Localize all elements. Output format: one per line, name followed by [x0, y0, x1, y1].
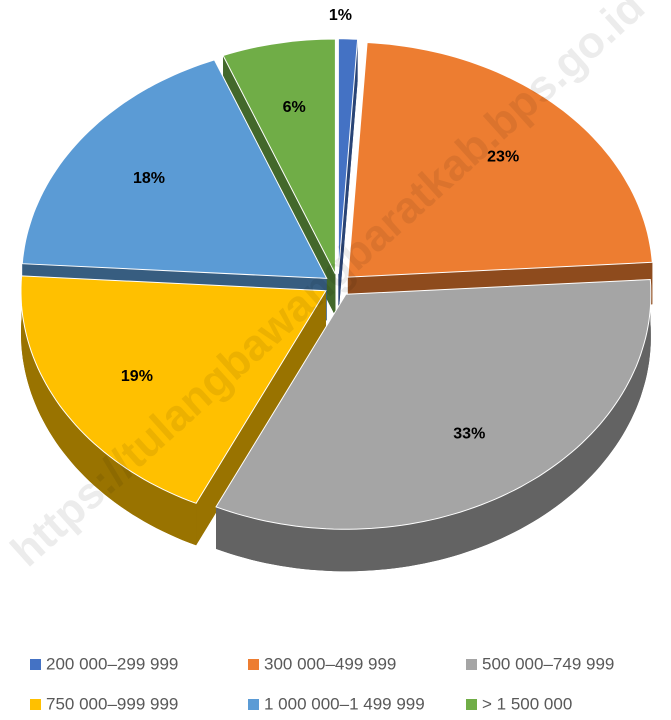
slice-top — [215, 278, 652, 530]
value-labels: 1% 23% 33% 19% 18% 6% — [121, 7, 519, 442]
legend-label: 200 000–299 999 — [46, 654, 178, 673]
legend-label: > 1 500 000 — [482, 694, 572, 713]
slice-side — [21, 275, 197, 546]
legend-label: 1 000 000–1 499 999 — [264, 694, 425, 713]
value-label: 18% — [133, 170, 165, 187]
value-label: 1% — [329, 7, 352, 24]
legend-swatch — [466, 659, 477, 670]
legend: 200 000–299 999 300 000–499 999 500 000–74… — [30, 654, 614, 713]
slice-top — [20, 275, 327, 504]
legend-label: 300 000–499 999 — [264, 654, 396, 673]
slice-wall — [338, 39, 358, 316]
value-label: 33% — [453, 425, 485, 442]
slice-top — [21, 59, 328, 279]
slice — [337, 38, 359, 316]
slice-top — [337, 38, 359, 274]
legend-swatch — [30, 699, 41, 710]
value-label: 23% — [487, 149, 519, 166]
legend-swatch — [248, 699, 259, 710]
legend-swatch — [30, 659, 41, 670]
slice — [215, 278, 652, 572]
legend-label: 500 000–749 999 — [482, 654, 614, 673]
slice-top — [347, 41, 653, 278]
slice — [347, 41, 653, 320]
legend-label: 750 000–999 999 — [46, 694, 178, 713]
value-label: 19% — [121, 368, 153, 385]
slice-side — [216, 279, 651, 572]
value-label: 6% — [283, 99, 306, 116]
legend-swatch — [466, 699, 477, 710]
pie — [20, 38, 653, 572]
legend-swatch — [248, 659, 259, 670]
slice — [20, 275, 327, 546]
slice-wall — [196, 290, 326, 546]
slice-top — [222, 38, 336, 275]
